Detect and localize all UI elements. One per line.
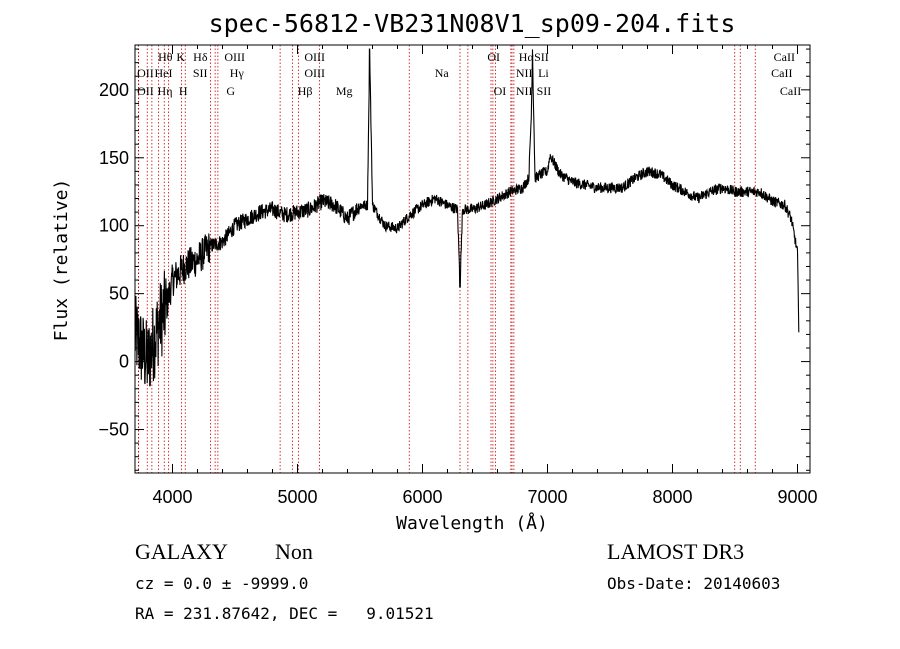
emission-line-label: CaII [774,50,795,64]
emission-line-label: OIII [304,50,325,64]
y-tick-label: 150 [99,148,129,168]
y-tick-label: −50 [98,420,129,440]
x-tick-label: 6000 [402,487,442,507]
plot-frame [134,44,811,474]
x-axis: 4000 5000 6000 7000 8000 9000 [152,45,818,507]
object-subclass: Non [275,539,313,564]
emission-line-label: SII [534,50,549,64]
emission-line-label: H [179,84,188,98]
survey-name: LAMOST DR3 [607,539,744,564]
emission-line-label: OIII [304,66,325,80]
emission-line-markers [137,45,756,473]
emission-line-label: Hα [519,50,535,64]
y-tick-label: 50 [109,284,129,304]
emission-line-label: OII [137,84,154,98]
y-tick-label: 0 [119,352,129,372]
y-tick-label: 100 [99,216,129,236]
x-tick-label: 8000 [652,487,692,507]
x-tick-label: 4000 [152,487,192,507]
emission-line-label: NII [516,84,533,98]
obs-date-text: Obs-Date: 20140603 [607,574,780,593]
emission-line-label: Hθ [158,50,173,64]
emission-line-label: G [226,84,235,98]
x-tick-label: 9000 [777,487,817,507]
object-class: GALAXY [135,539,228,564]
redshift-text: cz = 0.0 ± -9999.0 [135,574,308,593]
emission-line-label: CaII [780,84,801,98]
coordinates-text: RA = 231.87642, DEC = 9.01521 [135,604,434,623]
emission-line-label: OI [487,50,500,64]
chart-title: spec-56812-VB231N08V1_sp09-204.fits [209,9,736,38]
emission-line-label: Li [538,66,549,80]
emission-line-label: K [176,50,185,64]
emission-line-label: OII [137,66,154,80]
x-tick-label: 7000 [527,487,567,507]
emission-line-label: Hη [158,84,173,98]
emission-line-label: Na [435,66,450,80]
emission-line-label: SII [537,84,552,98]
x-tick-label: 5000 [277,487,317,507]
emission-line-label: CaII [771,66,792,80]
y-tick-label: 200 [99,80,129,100]
emission-line-label: Hβ [298,84,313,98]
spectrum-line [134,48,800,387]
emission-line-label: OIII [224,50,245,64]
emission-line-label: Mg [336,84,353,98]
y-axis: −50 0 50 100 150 200 [98,48,810,471]
emission-line-label: Hγ [230,66,245,80]
emission-line-label: NII [516,66,533,80]
emission-line-label: HeI [155,66,173,80]
y-axis-label: Flux (relative) [51,179,72,342]
emission-line-label: SII [193,66,208,80]
x-axis-label: Wavelength (Å) [396,512,548,534]
emission-line-label: OI [494,84,507,98]
emission-line-label: Hδ [193,50,208,64]
